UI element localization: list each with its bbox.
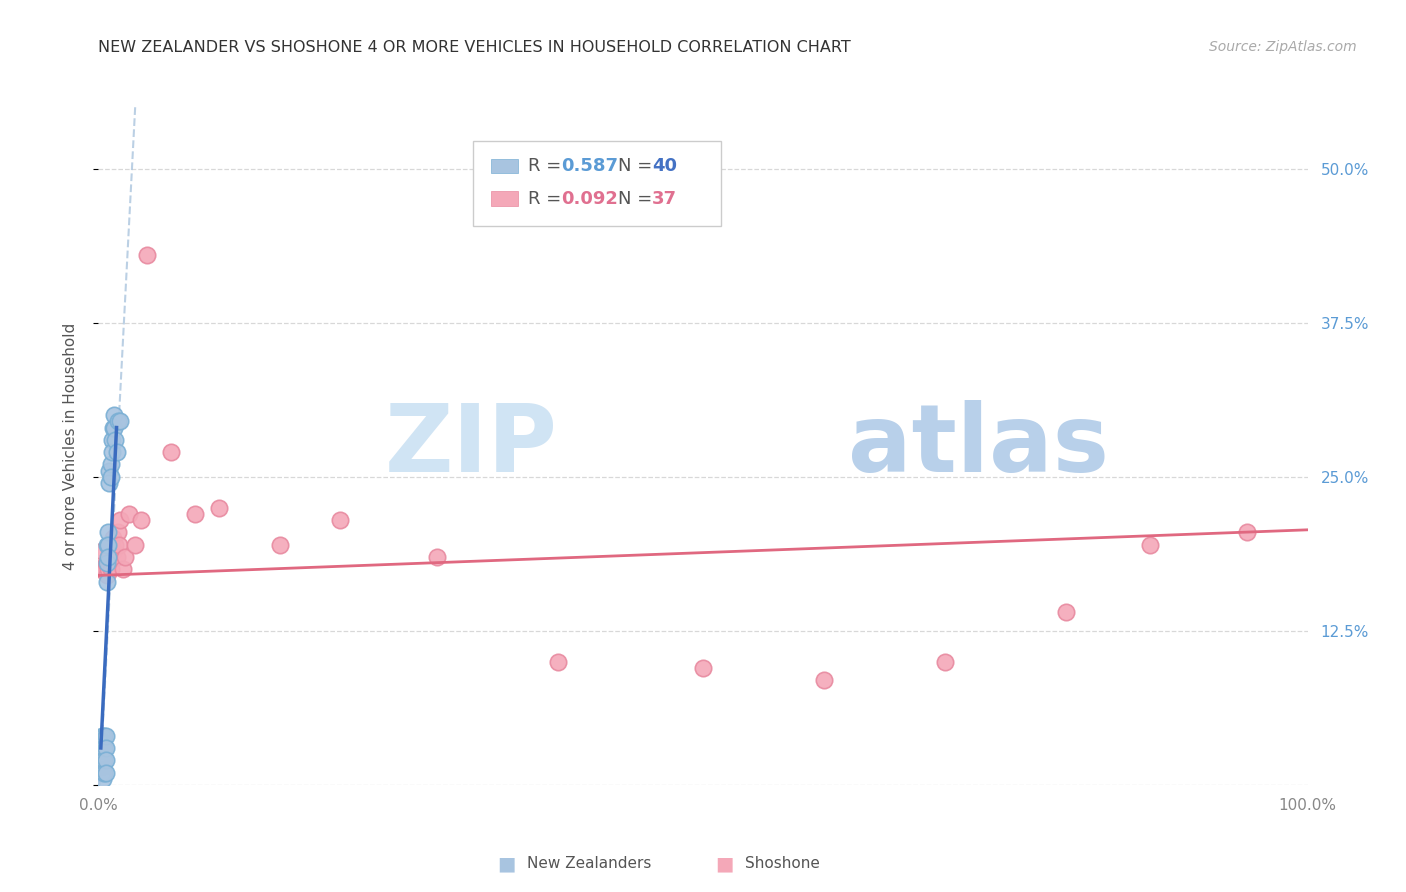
- Text: Shoshone: Shoshone: [745, 856, 820, 871]
- Point: [118, 507, 141, 521]
- Point: [426, 549, 449, 564]
- Point: [1236, 525, 1258, 540]
- Point: [103, 420, 125, 434]
- Point: [124, 538, 146, 552]
- Point: [101, 532, 124, 546]
- Point: [184, 507, 207, 521]
- Text: N =: N =: [619, 190, 658, 208]
- Text: atlas: atlas: [848, 400, 1109, 492]
- Point: [91, 543, 114, 558]
- Point: [94, 741, 117, 756]
- Point: [93, 562, 115, 576]
- Point: [111, 562, 134, 576]
- Point: [96, 556, 118, 570]
- Point: [96, 568, 118, 582]
- Point: [100, 470, 122, 484]
- Point: [104, 538, 127, 552]
- Point: [96, 538, 118, 552]
- Point: [108, 513, 131, 527]
- Point: [90, 753, 112, 767]
- Point: [813, 673, 835, 688]
- Point: [104, 433, 127, 447]
- Point: [91, 753, 114, 767]
- Point: [93, 753, 115, 767]
- Point: [94, 753, 117, 767]
- Point: [1139, 538, 1161, 552]
- Point: [91, 562, 114, 576]
- Text: NEW ZEALANDER VS SHOSHONE 4 OR MORE VEHICLES IN HOUSEHOLD CORRELATION CHART: NEW ZEALANDER VS SHOSHONE 4 OR MORE VEHI…: [98, 40, 851, 55]
- Point: [93, 741, 115, 756]
- Point: [94, 765, 117, 780]
- Text: 0.092: 0.092: [561, 190, 619, 208]
- Point: [100, 433, 122, 447]
- Point: [91, 735, 114, 749]
- Point: [114, 549, 136, 564]
- Text: New Zealanders: New Zealanders: [527, 856, 651, 871]
- Text: 0.587: 0.587: [561, 157, 619, 175]
- Point: [98, 464, 121, 478]
- Point: [91, 765, 114, 780]
- Point: [98, 549, 121, 564]
- Point: [89, 735, 111, 749]
- Point: [96, 574, 118, 589]
- Point: [90, 741, 112, 756]
- Y-axis label: 4 or more Vehicles in Household: 4 or more Vehicles in Household: [63, 322, 77, 570]
- Point: [129, 513, 152, 527]
- Point: [91, 759, 114, 773]
- Text: 37: 37: [652, 190, 678, 208]
- Point: [692, 661, 714, 675]
- Point: [547, 655, 569, 669]
- Point: [208, 500, 231, 515]
- FancyBboxPatch shape: [492, 159, 517, 173]
- Text: N =: N =: [619, 157, 658, 175]
- Point: [105, 445, 128, 459]
- Point: [100, 538, 122, 552]
- Text: ZIP: ZIP: [385, 400, 558, 492]
- Point: [90, 759, 112, 773]
- Text: 40: 40: [652, 157, 678, 175]
- Point: [98, 475, 121, 490]
- Point: [89, 562, 111, 576]
- Point: [93, 729, 115, 743]
- Point: [160, 445, 183, 459]
- Point: [108, 414, 131, 428]
- FancyBboxPatch shape: [474, 141, 721, 226]
- Point: [101, 420, 124, 434]
- Point: [97, 525, 120, 540]
- Text: Source: ZipAtlas.com: Source: ZipAtlas.com: [1209, 40, 1357, 54]
- Point: [1054, 606, 1077, 620]
- Point: [107, 525, 129, 540]
- Point: [91, 741, 114, 756]
- FancyBboxPatch shape: [492, 191, 517, 206]
- Point: [100, 458, 122, 472]
- Point: [91, 772, 114, 786]
- Point: [97, 562, 120, 576]
- Point: [91, 747, 114, 761]
- Point: [934, 655, 956, 669]
- Point: [100, 445, 122, 459]
- Point: [103, 543, 125, 558]
- Point: [93, 765, 115, 780]
- Point: [90, 562, 112, 576]
- Point: [94, 729, 117, 743]
- Text: R =: R =: [527, 190, 567, 208]
- Point: [105, 549, 128, 564]
- Point: [97, 549, 120, 564]
- Point: [269, 538, 291, 552]
- Point: [89, 747, 111, 761]
- Point: [91, 729, 114, 743]
- Point: [103, 408, 125, 422]
- Point: [107, 414, 129, 428]
- Point: [94, 556, 117, 570]
- Text: ■: ■: [714, 854, 734, 873]
- Point: [108, 538, 131, 552]
- Point: [329, 513, 352, 527]
- Text: R =: R =: [527, 157, 567, 175]
- Point: [97, 538, 120, 552]
- Text: ■: ■: [496, 854, 516, 873]
- Point: [100, 562, 122, 576]
- Point: [135, 248, 157, 262]
